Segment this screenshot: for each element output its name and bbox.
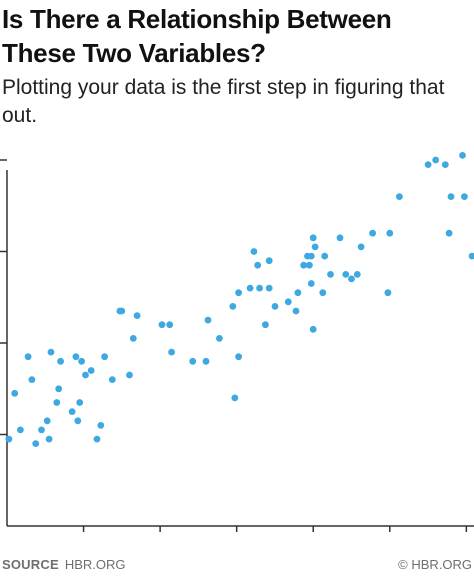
data-point <box>468 252 474 260</box>
data-point <box>309 325 317 333</box>
data-point <box>74 417 82 425</box>
data-point <box>235 289 243 297</box>
data-point <box>262 321 269 329</box>
data-point <box>43 417 51 425</box>
data-point <box>82 371 89 379</box>
data-point <box>11 389 19 397</box>
data-point <box>229 303 237 310</box>
chart-title: Is There a Relationship Between These Tw… <box>2 4 392 68</box>
data-point <box>204 316 212 324</box>
data-point <box>72 353 80 361</box>
data-point <box>284 298 292 306</box>
data-point <box>231 394 239 402</box>
data-point <box>309 234 317 242</box>
data-point <box>32 440 40 447</box>
data-point <box>327 271 334 278</box>
data-point <box>357 243 365 251</box>
data-point <box>5 435 13 443</box>
data-point <box>369 229 376 237</box>
data-point <box>235 353 243 361</box>
source-label: SOURCE <box>2 557 59 572</box>
data-point <box>432 156 440 164</box>
source-value: HBR.ORG <box>64 557 126 572</box>
data-point <box>384 289 392 297</box>
data-point <box>246 284 254 292</box>
data-point <box>97 422 105 429</box>
data-point <box>158 321 166 329</box>
data-point <box>265 284 273 292</box>
data-point <box>348 275 355 283</box>
data-point <box>386 229 394 237</box>
data-point <box>45 435 53 443</box>
data-point <box>166 321 174 329</box>
data-point <box>53 399 61 406</box>
data-point <box>202 357 210 365</box>
data-point <box>256 284 263 292</box>
data-point <box>306 261 313 269</box>
data-point <box>108 376 116 383</box>
data-point <box>300 261 308 269</box>
data-point <box>133 312 141 319</box>
data-point <box>294 289 302 297</box>
chart-subtitle: Plotting your data is the first step in … <box>2 76 445 127</box>
data-point <box>461 193 468 201</box>
data-point <box>271 303 279 310</box>
data-point <box>87 367 95 374</box>
data-point <box>441 161 449 169</box>
data-point <box>396 193 403 201</box>
data-point <box>447 193 455 201</box>
data-point <box>445 229 453 237</box>
data-point <box>307 280 315 287</box>
data-point <box>311 243 319 251</box>
data-point <box>17 426 24 434</box>
data-point <box>38 426 45 434</box>
chart-points <box>5 152 474 447</box>
data-point <box>168 348 176 356</box>
data-point <box>101 353 108 361</box>
data-point <box>250 248 258 255</box>
data-point <box>55 385 63 393</box>
data-point <box>459 152 466 159</box>
data-point <box>342 271 350 278</box>
chart-axes <box>0 159 474 532</box>
data-point <box>57 357 64 365</box>
data-point <box>216 335 223 342</box>
data-point <box>424 161 432 169</box>
data-point <box>118 307 126 315</box>
footer: SOURCE HBR.ORG © HBR.ORG <box>2 556 472 574</box>
data-point <box>265 257 273 265</box>
data-point <box>353 271 361 278</box>
data-point <box>321 252 329 260</box>
data-point <box>76 399 84 406</box>
data-point <box>319 289 327 297</box>
data-point <box>254 261 262 269</box>
data-point <box>68 408 76 415</box>
data-point <box>189 357 197 365</box>
data-point <box>93 435 101 443</box>
data-point <box>307 252 315 260</box>
data-point <box>47 348 55 356</box>
data-point <box>292 307 300 315</box>
data-point <box>24 353 32 361</box>
copyright-credit: © HBR.ORG <box>398 557 472 572</box>
data-point <box>28 376 36 383</box>
data-point <box>78 357 85 365</box>
data-point <box>129 335 137 342</box>
data-point <box>336 234 344 242</box>
data-point <box>126 371 133 379</box>
